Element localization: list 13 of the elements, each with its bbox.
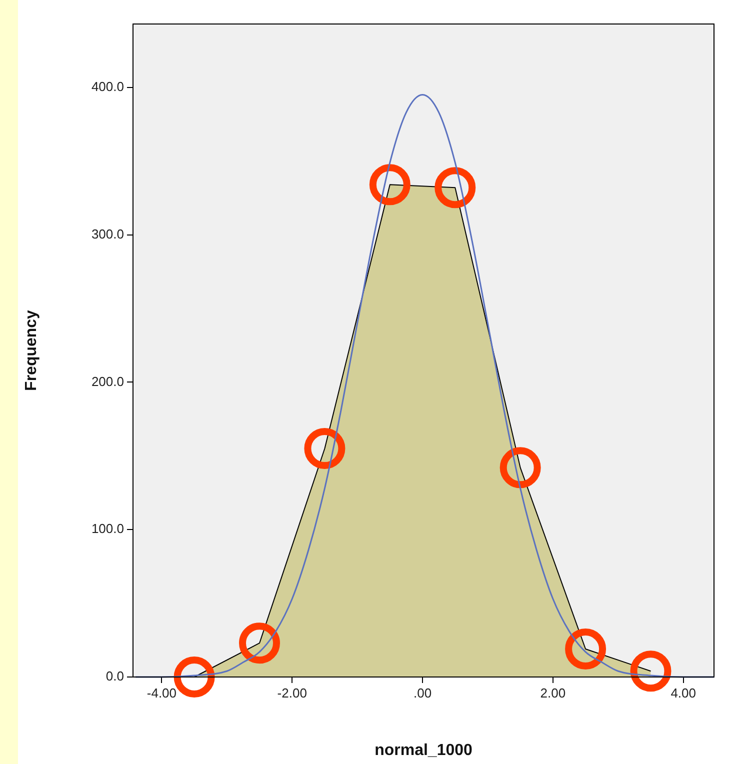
y-tick-label: 0.0 [106, 668, 124, 684]
y-tick-label: 300.0 [91, 226, 124, 242]
x-tick-label: -2.00 [277, 685, 307, 700]
y-tick-label: 100.0 [91, 521, 124, 536]
line-series [134, 94, 715, 678]
y-tick-label: 200.0 [91, 374, 124, 389]
x-tick-label: -4.00 [146, 685, 177, 700]
y-tick-label: 400.0 [91, 78, 124, 94]
x-tick-label: 4.00 [670, 685, 696, 700]
x-tick-label: .00 [413, 685, 432, 700]
x-axis-title: normal_1000 [374, 742, 473, 759]
y-axis-title: Frequency [23, 310, 40, 391]
x-tick-label: 2.00 [540, 685, 566, 700]
